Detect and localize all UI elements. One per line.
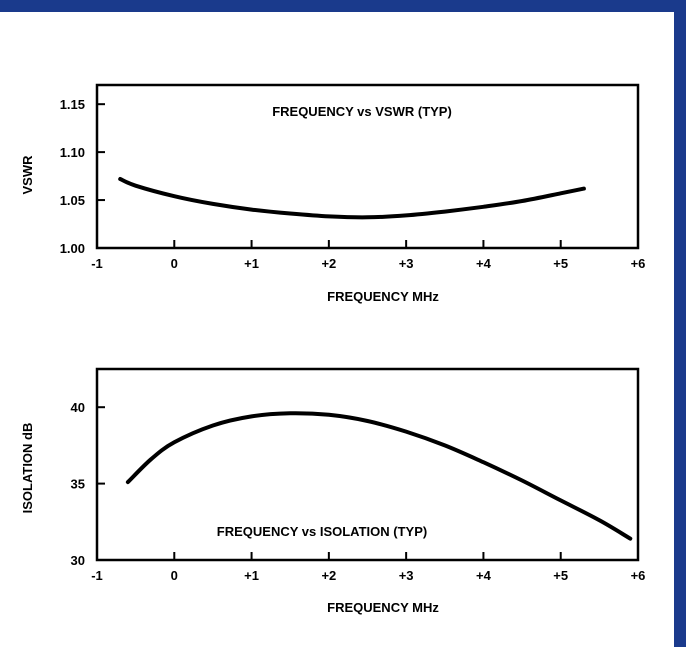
vswr-x-tick-label: +5 [553, 256, 568, 271]
isolation-chart: FREQUENCY vs ISOLATION (TYP) FREQUENCY M… [20, 367, 646, 615]
vswr-y-tick-label: 1.05 [60, 193, 85, 208]
isolation-y-tick-label: 35 [71, 477, 85, 492]
vswr-chart-title: FREQUENCY vs VSWR (TYP) [272, 104, 452, 119]
vswr-plot-frame [95, 83, 640, 250]
isolation-x-tick-label: +1 [244, 568, 259, 583]
isolation-x-tick-label: +6 [631, 568, 646, 583]
vswr-series-line [118, 177, 586, 220]
isolation-x-tick-label: +3 [399, 568, 414, 583]
vswr-y-tick-label: 1.10 [60, 145, 85, 160]
vswr-x-tick-label: +2 [321, 256, 336, 271]
vswr-x-tick-label: +6 [631, 256, 646, 271]
figure-panel [0, 12, 674, 647]
vswr-x-axis-label: FREQUENCY MHz [327, 289, 439, 304]
isolation-chart-title: FREQUENCY vs ISOLATION (TYP) [217, 524, 427, 539]
vswr-x-tick-label: +3 [399, 256, 414, 271]
vswr-y-tick-label: 1.00 [60, 241, 85, 256]
isolation-x-tick-label: -1 [91, 568, 103, 583]
vswr-y-tick-label: 1.15 [60, 97, 85, 112]
vswr-y-axis-label: VSWR [20, 155, 35, 195]
vswr-x-tick-label: +4 [476, 256, 492, 271]
vswr-x-tick-label: +1 [244, 256, 259, 271]
isolation-x-tick-label: +2 [321, 568, 336, 583]
isolation-plot-frame [95, 367, 640, 562]
isolation-x-axis-label: FREQUENCY MHz [327, 600, 439, 615]
vswr-chart: FREQUENCY vs VSWR (TYP) FREQUENCY MHz VS… [20, 83, 646, 304]
isolation-y-tick-label: 40 [71, 400, 85, 415]
isolation-series-line [125, 411, 633, 541]
isolation-x-tick-label: 0 [171, 568, 178, 583]
isolation-x-tick-label: +5 [553, 568, 568, 583]
vswr-x-tick-label: -1 [91, 256, 103, 271]
isolation-x-tick-label: +4 [476, 568, 492, 583]
isolation-y-tick-label: 30 [71, 553, 85, 568]
vswr-x-tick-label: 0 [171, 256, 178, 271]
isolation-y-axis-label: ISOLATION dB [20, 423, 35, 514]
